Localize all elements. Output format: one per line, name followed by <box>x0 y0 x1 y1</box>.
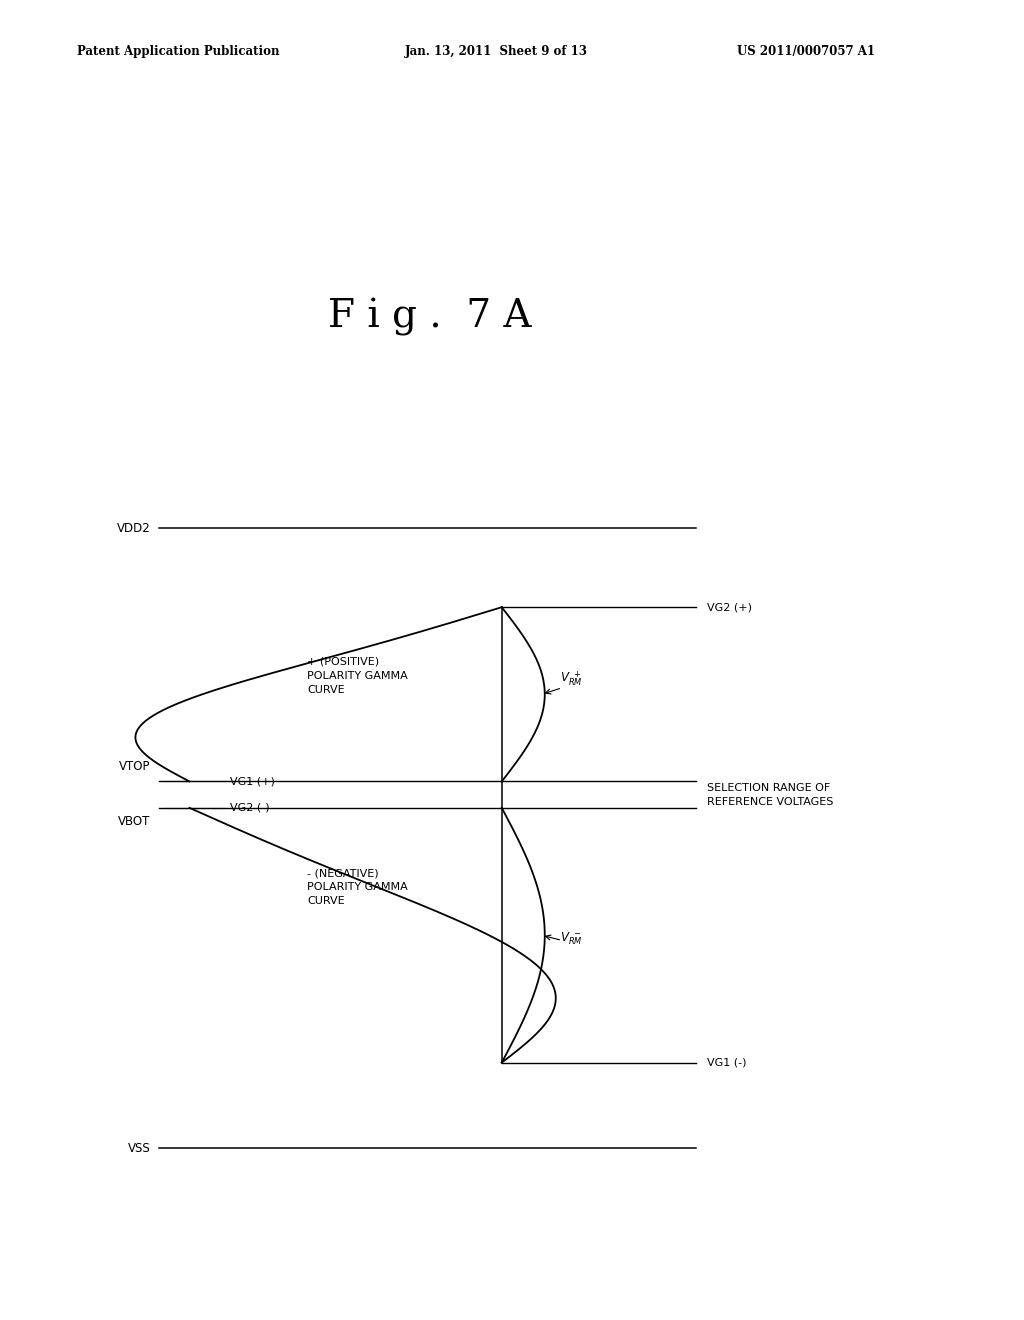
Text: $V_{RM}^{\ +}$: $V_{RM}^{\ +}$ <box>560 669 583 688</box>
Text: - (NEGATIVE)
POLARITY GAMMA
CURVE: - (NEGATIVE) POLARITY GAMMA CURVE <box>307 869 408 906</box>
Text: VG2 (-): VG2 (-) <box>230 803 270 813</box>
Text: VSS: VSS <box>128 1142 151 1155</box>
Text: $V_{RM}^{\ -}$: $V_{RM}^{\ -}$ <box>560 931 583 948</box>
Text: SELECTION RANGE OF
REFERENCE VOLTAGES: SELECTION RANGE OF REFERENCE VOLTAGES <box>707 783 833 807</box>
Text: VG1 (+): VG1 (+) <box>230 776 275 787</box>
Text: Jan. 13, 2011  Sheet 9 of 13: Jan. 13, 2011 Sheet 9 of 13 <box>404 45 588 58</box>
Text: VBOT: VBOT <box>118 814 151 828</box>
Text: Patent Application Publication: Patent Application Publication <box>77 45 280 58</box>
Text: US 2011/0007057 A1: US 2011/0007057 A1 <box>737 45 876 58</box>
Text: VDD2: VDD2 <box>117 521 151 535</box>
Text: VG1 (-): VG1 (-) <box>707 1057 746 1068</box>
Text: VTOP: VTOP <box>119 760 151 774</box>
Text: F i g .  7 A: F i g . 7 A <box>329 298 531 335</box>
Text: + (POSITIVE)
POLARITY GAMMA
CURVE: + (POSITIVE) POLARITY GAMMA CURVE <box>307 657 408 694</box>
Text: VG2 (+): VG2 (+) <box>707 602 752 612</box>
